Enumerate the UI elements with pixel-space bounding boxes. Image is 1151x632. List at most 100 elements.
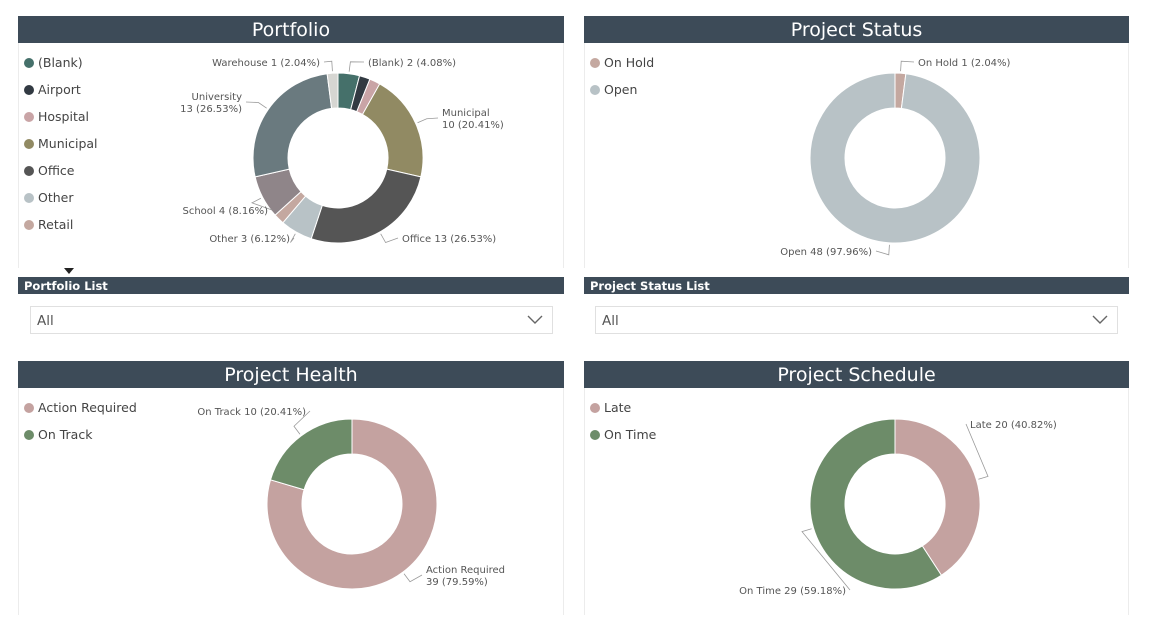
slice-on-track[interactable] <box>269 418 353 491</box>
chevron-down-icon <box>1092 315 1108 324</box>
dropdown-value: All <box>602 313 619 329</box>
legend-label: Office <box>38 163 75 178</box>
legend-label: Open <box>604 82 638 97</box>
slice-open[interactable] <box>809 72 981 244</box>
legend-item-office[interactable]: Office <box>24 164 98 191</box>
leader-line <box>403 573 423 583</box>
dropdown-value: All <box>37 313 54 329</box>
legend-item-on-hold[interactable]: On Hold <box>590 56 654 83</box>
slice-municipal[interactable] <box>361 83 424 178</box>
legend-dot <box>24 430 34 440</box>
panel-border <box>563 43 564 268</box>
legend-dot <box>590 58 600 68</box>
data-label-blank: (Blank) 2 (4.08%) <box>368 58 456 69</box>
data-label-on-track: On Track 10 (20.41%) <box>197 407 306 418</box>
status-legend: On Hold Open <box>590 56 654 110</box>
portfolio-title: Portfolio <box>18 16 564 43</box>
legend-label: Other <box>38 190 74 205</box>
panel-border <box>18 43 19 268</box>
portfolio-panel: Portfolio (Blank) Airport Hospital Munic… <box>18 16 564 274</box>
data-label-university: University 13 (26.53%) <box>180 92 242 115</box>
slice-warehouse[interactable] <box>326 72 339 109</box>
schedule-legend: Late On Time <box>590 401 656 455</box>
slice-action-required[interactable] <box>266 418 438 590</box>
slice-university[interactable] <box>252 73 333 178</box>
leader-line <box>380 233 399 244</box>
status-list-header: Project Status List <box>584 277 1129 294</box>
leader-line <box>801 528 851 591</box>
health-panel: Project Health Action Required On Track … <box>18 361 564 615</box>
legend-label: On Hold <box>604 55 655 70</box>
leader-line <box>323 60 333 72</box>
legend-label: Hospital <box>38 109 90 124</box>
leader-line <box>251 197 273 211</box>
leader-line <box>875 244 890 256</box>
data-label-late: Late 20 (40.82%) <box>970 420 1057 431</box>
legend-item-open[interactable]: Open <box>590 83 654 110</box>
legend-item-on-time[interactable]: On Time <box>590 428 656 455</box>
portfolio-legend: (Blank) Airport Hospital Municipal Offic… <box>24 56 98 245</box>
legend-item-airport[interactable]: Airport <box>24 83 98 110</box>
legend-dot <box>590 430 600 440</box>
legend-dot <box>24 139 34 149</box>
portfolio-list-dropdown[interactable]: All <box>30 306 553 334</box>
legend-item-action-required[interactable]: Action Required <box>24 401 137 428</box>
legend-dot <box>590 403 600 413</box>
legend-item-municipal[interactable]: Municipal <box>24 137 98 164</box>
slice-late[interactable] <box>894 418 981 576</box>
legend-dot <box>24 58 34 68</box>
legend-item-other[interactable]: Other <box>24 191 98 218</box>
data-label-action-required: Action Required 39 (79.59%) <box>426 565 505 588</box>
health-chart: Action Required 39 (79.59%) On Track 10 (2… <box>197 407 505 590</box>
status-panel: Project Status On Hold Open On Hold 1 (2… <box>584 16 1129 268</box>
status-title: Project Status <box>584 16 1129 43</box>
leader-line <box>417 117 439 124</box>
legend-label: On Track <box>38 427 93 442</box>
legend-dot <box>590 85 600 95</box>
legend-label: Retail <box>38 217 74 232</box>
legend-dot <box>24 166 34 176</box>
legend-label: Late <box>604 400 632 415</box>
panel-border <box>1128 388 1129 615</box>
legend-dot <box>24 112 34 122</box>
legend-label: Action Required <box>38 400 137 415</box>
legend-item-on-track[interactable]: On Track <box>24 428 137 455</box>
data-label-open: Open 48 (97.96%) <box>780 247 872 258</box>
portfolio-chart: (Blank) 2 (4.08%) Municipal 10 (20.41%) Off… <box>180 58 504 245</box>
leader-line <box>965 423 989 480</box>
legend-item-blank[interactable]: (Blank) <box>24 56 98 83</box>
caret-down-icon[interactable] <box>64 268 74 274</box>
panel-border <box>584 388 585 615</box>
legend-dot <box>24 193 34 203</box>
panel-border <box>1128 43 1129 268</box>
data-label-warehouse: Warehouse 1 (2.04%) <box>212 58 320 69</box>
data-label-school: School 4 (8.16%) <box>183 206 269 217</box>
legend-item-retail[interactable]: Retail <box>24 218 98 245</box>
panel-border <box>563 388 564 615</box>
data-label-municipal: Municipal 10 (20.41%) <box>442 108 504 131</box>
leader-line <box>290 233 296 243</box>
schedule-title: Project Schedule <box>584 361 1129 388</box>
health-legend: Action Required On Track <box>24 401 137 455</box>
legend-dot <box>24 220 34 230</box>
leader-line <box>293 410 311 435</box>
slice-office[interactable] <box>310 168 422 244</box>
panel-border <box>18 388 19 615</box>
leader-line <box>245 101 267 109</box>
leader-line <box>348 61 365 72</box>
legend-label: (Blank) <box>38 55 83 70</box>
leader-line <box>900 60 915 72</box>
status-list-dropdown[interactable]: All <box>595 306 1118 334</box>
legend-item-hospital[interactable]: Hospital <box>24 110 98 137</box>
legend-item-late[interactable]: Late <box>590 401 656 428</box>
schedule-panel: Project Schedule Late On Time Late 20 (4… <box>584 361 1129 615</box>
data-label-other: Other 3 (6.12%) <box>209 234 290 245</box>
slice-on-time[interactable] <box>809 418 943 590</box>
panel-border <box>584 43 585 268</box>
legend-label: On Time <box>604 427 657 442</box>
legend-label: Municipal <box>38 136 98 151</box>
health-title: Project Health <box>18 361 564 388</box>
status-chart: On Hold 1 (2.04%) Open 48 (97.96%) <box>780 58 1011 258</box>
data-label-on-hold: On Hold 1 (2.04%) <box>918 58 1011 69</box>
schedule-chart: Late 20 (40.82%) On Time 29 (59.18%) <box>739 418 1057 597</box>
